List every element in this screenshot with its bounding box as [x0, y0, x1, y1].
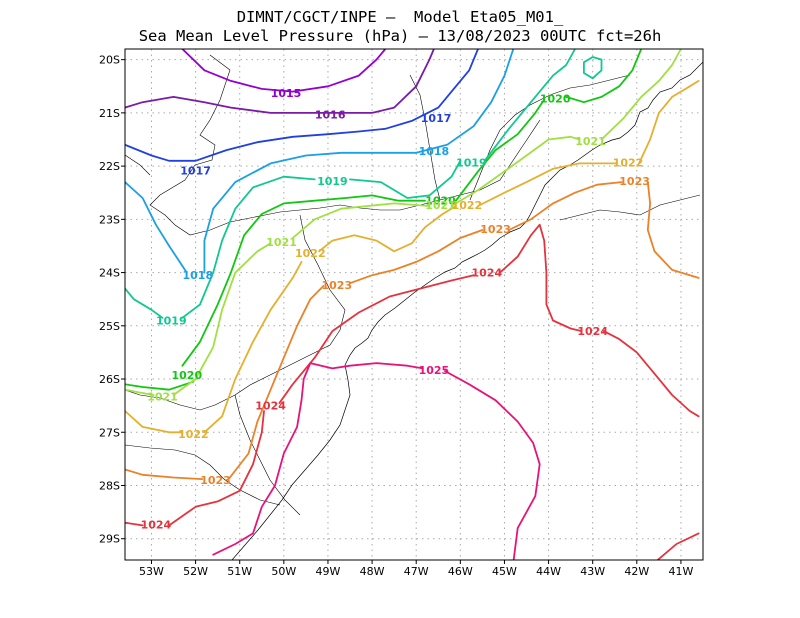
- isobar-label: 1021: [425, 199, 456, 212]
- isobar-1018: [203, 49, 515, 274]
- isobar-1019: [483, 49, 576, 162]
- isobar-1022: [638, 80, 700, 165]
- isobar-1025: [444, 370, 541, 560]
- isobar-label: 1024: [471, 267, 502, 280]
- y-tick-label: 20S: [99, 54, 120, 67]
- isobar-1020: [565, 49, 643, 104]
- isobar-label: 1021: [147, 391, 178, 404]
- x-tick-label: 45W: [492, 565, 517, 578]
- isobar-label: 1021: [266, 236, 297, 249]
- isobar-1022: [318, 205, 457, 253]
- isobar-label: 1019: [156, 315, 187, 328]
- isobar-label: 1025: [419, 364, 450, 377]
- isobar-1024: [278, 274, 475, 404]
- isobar-1019: [125, 287, 164, 319]
- isobar-1023: [508, 181, 623, 231]
- isobar-1024: [499, 223, 583, 332]
- isobar-label: 1024: [577, 325, 608, 338]
- chart-title-line1: DIMNT/CGCT/INPE – Model Eta05_M01_: [236, 8, 564, 26]
- isobar-label: 1022: [295, 247, 326, 260]
- x-tick-label: 48W: [360, 565, 385, 578]
- isobar-1022: [477, 162, 618, 207]
- isobar-label: 1020: [171, 369, 202, 382]
- x-tick-label: 43W: [580, 565, 605, 578]
- y-tick-label: 21S: [99, 107, 120, 120]
- x-tick-label: 53W: [139, 565, 164, 578]
- y-tick-label: 27S: [99, 426, 120, 439]
- isobar-1019: [583, 56, 603, 80]
- isobar-1021: [600, 49, 682, 141]
- isobar-1021: [125, 388, 155, 396]
- isobar-label: 1022: [452, 199, 483, 212]
- isobar-1023: [227, 285, 325, 480]
- isobar-1019: [349, 159, 462, 199]
- isobar-1019: [181, 175, 316, 319]
- isobar-label: 1022: [178, 428, 209, 441]
- isobar-1021: [291, 202, 431, 239]
- isobar-label: 1023: [200, 474, 231, 487]
- y-tick-label: 26S: [99, 373, 120, 386]
- isobar-1017: [125, 49, 479, 162]
- isobar-label: 1022: [613, 156, 644, 169]
- x-tick-label: 51W: [227, 565, 252, 578]
- x-tick-label: 47W: [404, 565, 429, 578]
- isobar-label: 1023: [619, 175, 650, 188]
- isobar-label: 1021: [575, 135, 606, 148]
- x-tick-label: 50W: [271, 565, 296, 578]
- isobar-1024: [656, 532, 700, 560]
- coastline: [125, 54, 703, 560]
- x-tick-label: 49W: [316, 565, 341, 578]
- border-paths: [125, 54, 701, 516]
- x-tick-label: 44W: [536, 565, 561, 578]
- isobar-1025: [212, 362, 424, 556]
- isobar-label: 1017: [180, 164, 211, 177]
- isobar-label: 1017: [421, 112, 452, 125]
- isobar-1024: [125, 521, 144, 527]
- x-tick-label: 42W: [624, 565, 649, 578]
- x-tick-label: 52W: [183, 565, 208, 578]
- isobar-label: 1019: [317, 175, 348, 188]
- isobar-1023: [125, 468, 204, 480]
- y-tick-label: 28S: [99, 479, 120, 492]
- isobar-label: 1018: [419, 145, 450, 158]
- y-tick-label: 22S: [99, 160, 120, 173]
- isobar-1020: [181, 194, 426, 367]
- coastline-path: [231, 61, 703, 560]
- isobar-label: 1023: [321, 279, 352, 292]
- isobar-lines: [125, 49, 700, 560]
- isobar-label: 1023: [480, 223, 511, 236]
- isobar-label: 1020: [425, 195, 456, 208]
- isobar-1022: [203, 261, 303, 434]
- isobar-1022: [125, 410, 184, 434]
- isobar-1016: [125, 49, 435, 114]
- isobar-1023: [349, 229, 484, 285]
- isobar-1024: [602, 330, 700, 418]
- y-tick-label: 24S: [99, 267, 120, 280]
- y-tick-label: 23S: [99, 213, 120, 226]
- y-tick-label: 25S: [99, 320, 120, 333]
- chart-title-line2: Sea Mean Level Pressure (hPa) – 13/08/20…: [138, 27, 662, 45]
- isobar-label: 1016: [315, 109, 346, 122]
- isobar-label: 1020: [540, 93, 571, 106]
- isobar-label: 1024: [255, 400, 286, 413]
- isobar-labels: 1015 1016 1017 1017 1018 1018 1019 1019 1019 1020…: [141, 87, 650, 531]
- x-tick-label: 46W: [448, 565, 473, 578]
- isobar-label: 1018: [182, 269, 213, 282]
- plot-frame: [124, 48, 704, 561]
- isobar-1020: [455, 98, 546, 202]
- isobar-1021: [172, 242, 272, 396]
- isobar-label: 1015: [271, 87, 302, 100]
- y-tick-label: 29S: [99, 533, 120, 546]
- isobar-1024: [168, 410, 265, 527]
- isobar-1021: [450, 135, 581, 207]
- isobar-1023: [646, 181, 700, 279]
- isobar-label: 1019: [456, 156, 487, 169]
- x-tick-label: 41W: [669, 565, 694, 578]
- isobar-1020: [125, 380, 195, 391]
- isobar-1018: [125, 181, 188, 274]
- isobar-1015: [181, 49, 387, 93]
- isobar-label: 1024: [141, 518, 172, 531]
- axis-ticks: 53W 52W 51W 50W 49W 48W 47W 46W 45W 44W 43W 42W 41W 2…: [99, 54, 693, 578]
